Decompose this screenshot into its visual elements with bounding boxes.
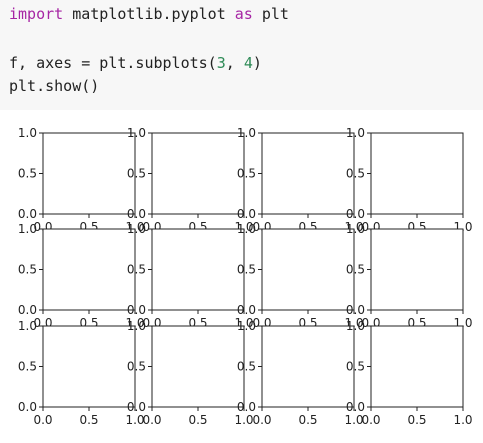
y-tick-label: 0.0 [346, 303, 365, 317]
x-tick-label: 0.5 [407, 413, 426, 427]
y-tick-label: 0.5 [237, 360, 256, 374]
y-tick-label: 0.5 [346, 360, 365, 374]
y-tick-label: 1.0 [346, 319, 365, 333]
axes-frame [42, 325, 136, 408]
axes-frame [261, 325, 355, 408]
y-tick-label: 0.5 [127, 263, 146, 277]
y-tick-label: 0.5 [346, 263, 365, 277]
y-tick-label: 1.0 [237, 222, 256, 236]
x-tick-label: 0.0 [361, 413, 380, 427]
code-token: plt.show() [9, 77, 100, 95]
y-tick-label: 0.0 [237, 303, 256, 317]
code-token: matplotlib.pyplot [63, 5, 235, 23]
x-tick-label: 0.0 [142, 413, 161, 427]
y-tick-label: 1.0 [18, 126, 37, 140]
y-tick-label: 1.0 [237, 319, 256, 333]
axes-frame [261, 228, 355, 311]
code-token: ) [252, 54, 262, 72]
y-tick-label: 0.5 [18, 263, 37, 277]
code-line: f, axes = plt.subplots(3, 4) [9, 53, 262, 73]
code-token: 4 [243, 54, 253, 72]
y-tick-label: 0.5 [18, 360, 37, 374]
code-token: , [225, 54, 244, 72]
code-token: as [234, 5, 253, 23]
axes-frame [151, 132, 245, 215]
y-tick-label: 0.0 [18, 303, 37, 317]
code-token: plt [252, 5, 289, 23]
x-tick-label: 1.0 [125, 413, 144, 427]
y-tick-label: 0.0 [127, 207, 146, 221]
y-tick-label: 1.0 [346, 126, 365, 140]
y-tick-label: 0.5 [237, 167, 256, 181]
x-tick-label: 1.0 [453, 413, 472, 427]
axes-frame [42, 132, 136, 215]
axes-frame [370, 228, 464, 311]
axes-frame [151, 325, 245, 408]
y-tick-label: 0.0 [237, 400, 256, 414]
y-tick-label: 0.5 [18, 167, 37, 181]
y-tick-label: 0.5 [127, 360, 146, 374]
axes-frame [42, 228, 136, 311]
x-tick-label: 0.5 [79, 413, 98, 427]
y-tick-label: 1.0 [18, 319, 37, 333]
y-tick-label: 0.0 [127, 400, 146, 414]
axes-frame [370, 325, 464, 408]
y-tick-label: 0.5 [127, 167, 146, 181]
y-tick-label: 0.0 [237, 207, 256, 221]
y-tick-label: 1.0 [18, 222, 37, 236]
y-tick-label: 1.0 [237, 126, 256, 140]
x-tick-label: 0.5 [298, 413, 317, 427]
y-tick-label: 1.0 [127, 126, 146, 140]
axes-frame [261, 132, 355, 215]
y-tick-label: 1.0 [346, 222, 365, 236]
code-cell: import matplotlib.pyplot as plt f, axes =… [0, 0, 483, 110]
x-tick-label: 1.0 [344, 413, 363, 427]
code-line: import matplotlib.pyplot as plt [9, 4, 289, 24]
y-tick-label: 0.0 [127, 303, 146, 317]
code-token: 3 [216, 54, 226, 72]
y-tick-label: 0.5 [346, 167, 365, 181]
code-token: import [9, 5, 64, 23]
axes-frame [151, 228, 245, 311]
code-token: f, axes = plt.subplots( [9, 54, 217, 72]
x-tick-label: 0.5 [188, 413, 207, 427]
y-tick-label: 0.0 [346, 400, 365, 414]
axes-frame [370, 132, 464, 215]
y-tick-label: 0.0 [346, 207, 365, 221]
y-tick-label: 0.5 [237, 263, 256, 277]
y-tick-label: 0.0 [18, 207, 37, 221]
y-tick-label: 1.0 [127, 319, 146, 333]
y-tick-label: 0.0 [18, 400, 37, 414]
code-line: plt.show() [9, 76, 99, 96]
x-tick-label: 0.0 [33, 413, 52, 427]
x-tick-label: 0.0 [252, 413, 271, 427]
y-tick-label: 1.0 [127, 222, 146, 236]
x-tick-label: 1.0 [234, 413, 253, 427]
